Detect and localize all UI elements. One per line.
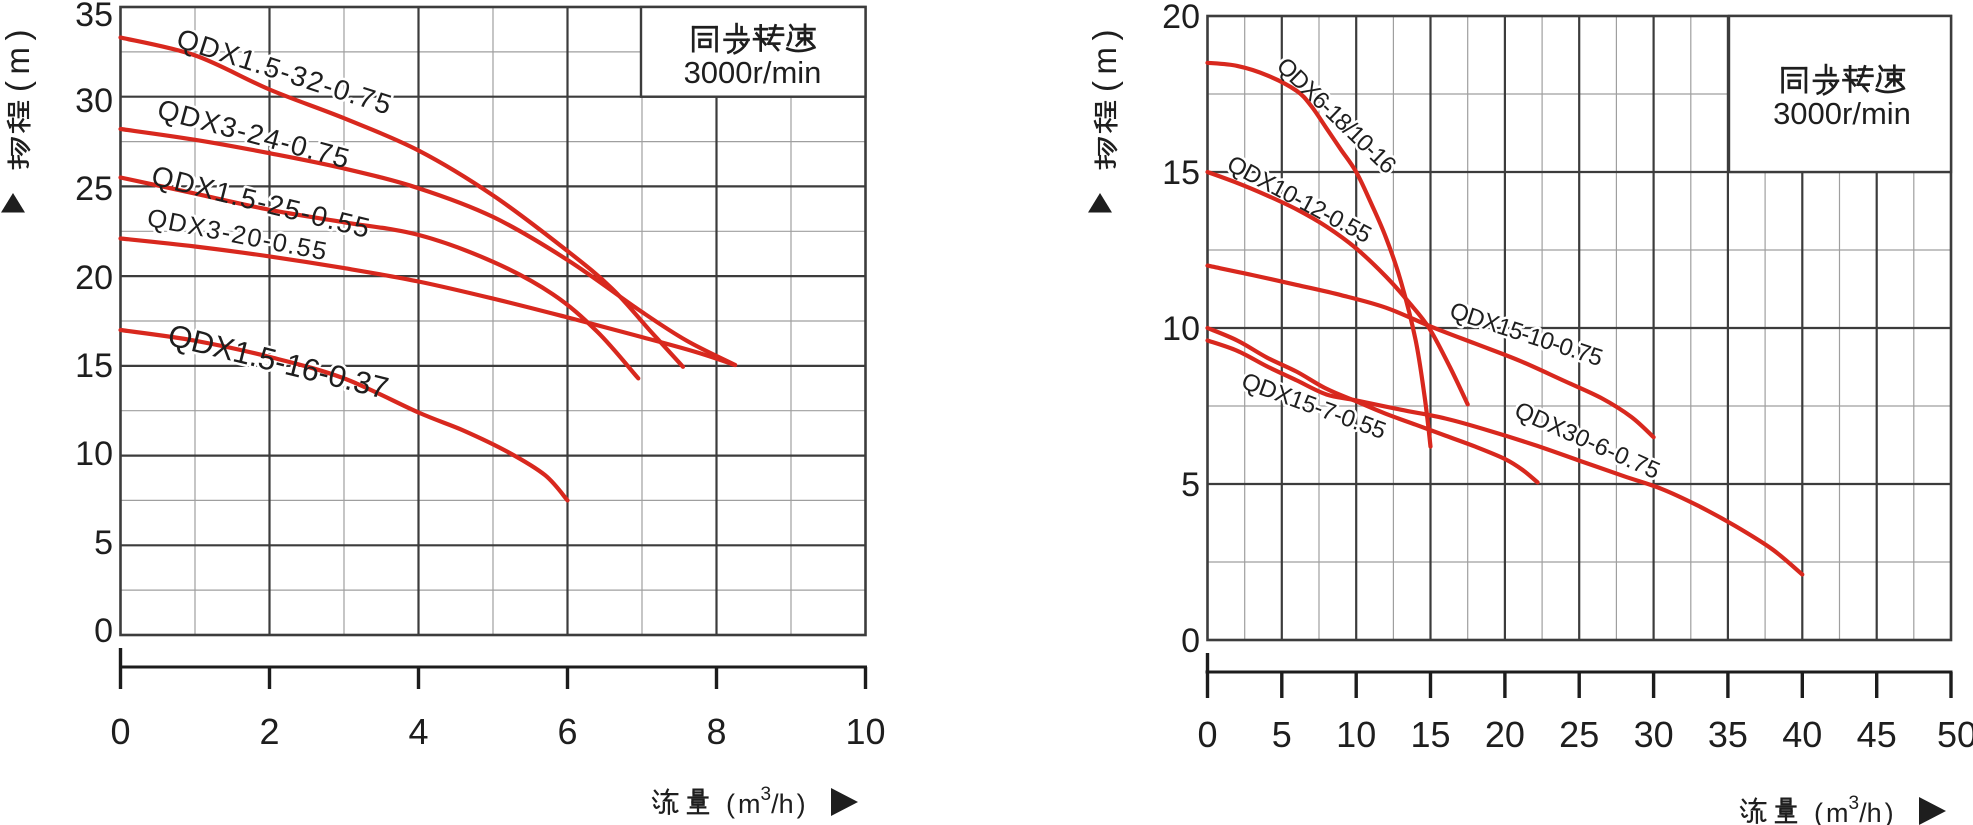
svg-text:5: 5 — [1181, 466, 1200, 504]
svg-text:10: 10 — [75, 435, 113, 473]
svg-text:20: 20 — [1162, 0, 1200, 36]
svg-text:35: 35 — [1708, 714, 1748, 755]
svg-text:25: 25 — [1559, 714, 1599, 755]
svg-text:5: 5 — [1272, 714, 1292, 755]
svg-text:0: 0 — [1181, 622, 1200, 660]
svg-text:8: 8 — [706, 711, 726, 752]
svg-text:45: 45 — [1857, 714, 1897, 755]
svg-text:30: 30 — [75, 82, 113, 120]
svg-text:30: 30 — [1634, 714, 1674, 755]
svg-text:50: 50 — [1937, 714, 1973, 755]
svg-text:2: 2 — [259, 711, 279, 752]
svg-text:10: 10 — [1162, 310, 1200, 348]
svg-text:10: 10 — [1336, 714, 1376, 755]
svg-text:15: 15 — [75, 347, 113, 385]
svg-text:6: 6 — [557, 711, 577, 752]
svg-text:0: 0 — [94, 612, 113, 650]
svg-text:15: 15 — [1162, 154, 1200, 192]
svg-text:10: 10 — [845, 711, 885, 752]
svg-text:(m): (m) — [0, 23, 36, 92]
svg-text:(m3/h): (m3/h) — [1814, 793, 1894, 825]
svg-text:4: 4 — [408, 711, 428, 752]
svg-text:20: 20 — [1485, 714, 1525, 755]
svg-text:3000r/min: 3000r/min — [684, 55, 822, 90]
svg-text:25: 25 — [75, 170, 113, 208]
svg-text:3000r/min: 3000r/min — [1773, 96, 1911, 131]
svg-text:15: 15 — [1410, 714, 1450, 755]
svg-text:0: 0 — [1197, 714, 1217, 755]
svg-text:20: 20 — [75, 259, 113, 297]
svg-text:40: 40 — [1782, 714, 1822, 755]
svg-text:5: 5 — [94, 524, 113, 562]
svg-text:35: 35 — [75, 0, 113, 34]
svg-text:(m): (m) — [1086, 23, 1123, 92]
svg-text:0: 0 — [110, 711, 130, 752]
